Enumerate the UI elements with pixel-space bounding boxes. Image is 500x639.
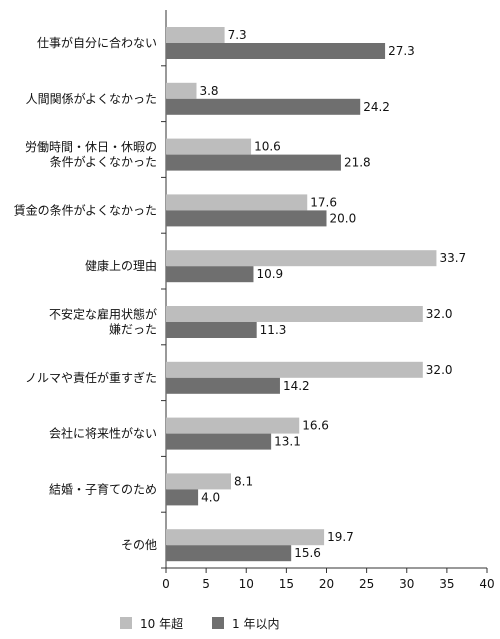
x-tick-label: 5 <box>202 577 210 591</box>
bar-10-years-over <box>166 27 225 43</box>
category-label: 労働時間・休日・休暇の <box>25 140 157 154</box>
category-label: 賃金の条件がよくなかった <box>14 202 157 217</box>
x-tick-label: 20 <box>319 577 334 591</box>
bar-10-years-over <box>166 529 325 546</box>
category-label: 条件がよくなかった <box>50 154 157 169</box>
legend-label: 1 年以内 <box>232 617 279 631</box>
bar-within-1-year <box>166 545 292 562</box>
data-label: 11.3 <box>260 323 287 337</box>
x-tick-label: 15 <box>279 577 294 591</box>
data-label: 32.0 <box>426 307 453 321</box>
bar-10-years-over <box>166 473 232 490</box>
data-label: 14.2 <box>283 379 310 393</box>
data-label: 15.6 <box>294 546 321 560</box>
data-label: 33.7 <box>439 251 466 265</box>
category-label: 結婚・子育てのため <box>49 481 157 496</box>
category-label: 人間関係がよくなかった <box>26 91 157 106</box>
bar-within-1-year <box>166 154 341 171</box>
x-tick-label: 30 <box>399 577 414 591</box>
x-tick-label: 0 <box>162 577 170 591</box>
data-label: 20.0 <box>330 211 357 225</box>
legend-swatch <box>212 617 224 629</box>
data-label: 32.0 <box>426 363 453 377</box>
data-label: 8.1 <box>234 474 253 488</box>
bar-within-1-year <box>166 43 386 59</box>
data-label: 10.9 <box>256 267 283 281</box>
data-label: 21.8 <box>344 156 371 170</box>
bar-10-years-over <box>166 250 437 267</box>
bar-within-1-year <box>166 433 272 450</box>
bar-within-1-year <box>166 489 199 506</box>
legend-label: 10 年超 <box>140 616 183 631</box>
category-label: 会社に将来性がない <box>49 426 157 441</box>
data-label: 17.6 <box>310 195 337 209</box>
data-label: 16.6 <box>302 419 329 433</box>
bar-10-years-over <box>166 194 308 211</box>
bar-within-1-year <box>166 377 280 394</box>
category-label: 仕事が自分に合わない <box>37 35 157 50</box>
category-label: ノルマや責任が重すぎた <box>25 370 157 385</box>
bar-10-years-over <box>166 306 423 322</box>
bar-within-1-year <box>166 210 327 227</box>
data-label: 7.3 <box>228 28 247 42</box>
x-tick-label: 35 <box>439 577 454 591</box>
bar-within-1-year <box>166 322 257 338</box>
bar-within-1-year <box>166 266 254 283</box>
x-tick-label: 10 <box>239 577 254 591</box>
x-tick-label: 40 <box>479 577 494 591</box>
data-label: 4.0 <box>201 490 220 504</box>
category-label: 健康上の理由 <box>85 258 157 273</box>
bar-10-years-over <box>166 82 197 99</box>
bar-10-years-over <box>166 361 423 378</box>
legend-swatch <box>120 617 132 629</box>
bar-10-years-over <box>166 138 252 155</box>
data-label: 10.6 <box>254 140 281 154</box>
data-label: 19.7 <box>327 530 354 544</box>
data-label: 27.3 <box>388 44 415 58</box>
category-label: その他 <box>121 538 157 552</box>
category-label: 嫌だった <box>109 323 157 337</box>
x-tick-label: 25 <box>359 577 374 591</box>
bar-within-1-year <box>166 98 361 115</box>
data-label: 24.2 <box>363 100 390 114</box>
data-label: 3.8 <box>199 84 218 98</box>
data-label: 13.1 <box>274 435 301 449</box>
category-label: 不安定な雇用状態が <box>49 307 157 322</box>
bar-10-years-over <box>166 417 300 434</box>
